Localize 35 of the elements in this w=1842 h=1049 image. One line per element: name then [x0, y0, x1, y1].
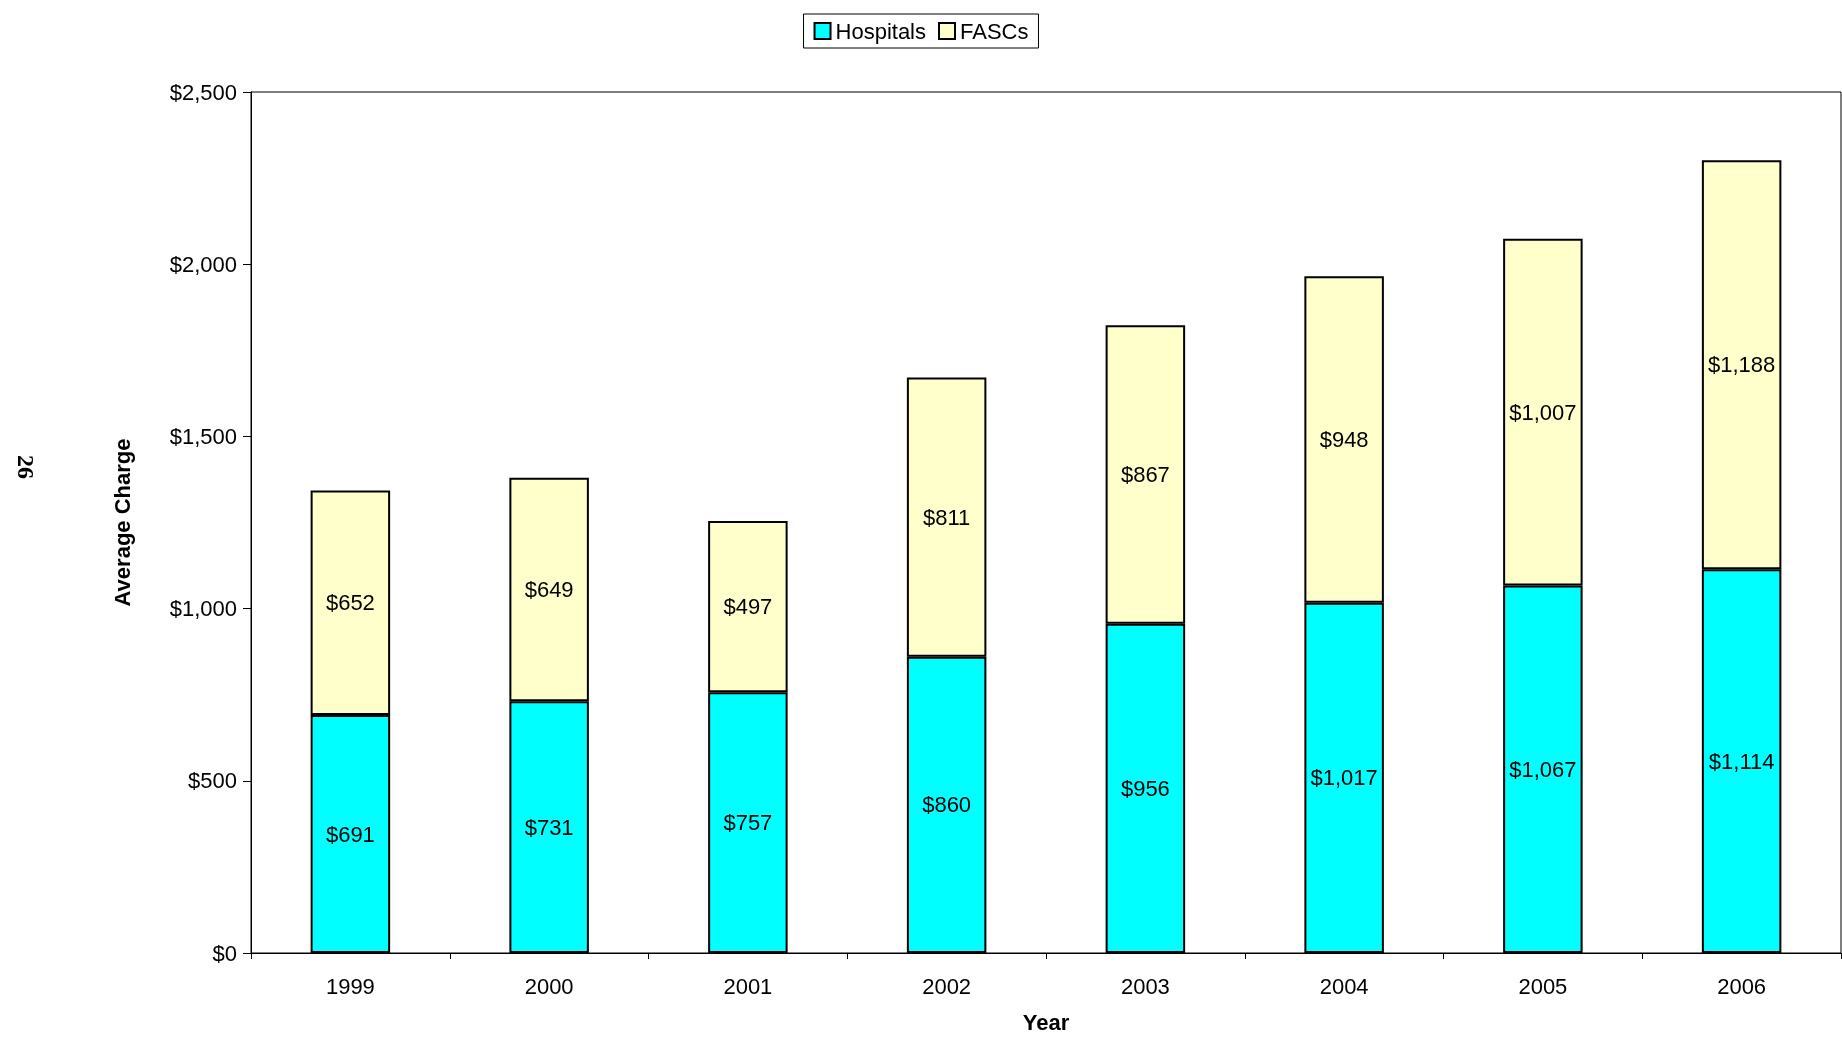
data-label: $652 — [325, 590, 375, 616]
data-label: $1,188 — [1707, 352, 1776, 378]
data-label: $649 — [524, 576, 574, 602]
x-tick-label: 2002 — [922, 973, 972, 999]
data-label: $497 — [723, 594, 773, 620]
data-label: $948 — [1319, 427, 1369, 452]
data-label: $1,067 — [1509, 756, 1577, 782]
data-label: $860 — [922, 792, 972, 818]
data-label: $1,017 — [1310, 765, 1378, 791]
y-tick-label: $2,500 — [169, 79, 237, 105]
x-axis-title: Year — [1022, 1009, 1070, 1035]
legend-label: Hospitals — [835, 18, 927, 44]
y-axis-title: Average Charge — [109, 438, 135, 607]
x-tick-label: 2005 — [1518, 973, 1568, 999]
data-label: $757 — [723, 810, 773, 836]
data-label: $691 — [325, 821, 375, 847]
x-tick-label: 2004 — [1319, 973, 1369, 999]
y-tick-label: $1,000 — [169, 596, 237, 622]
x-tick-label: 2000 — [524, 973, 574, 999]
data-label: $811 — [922, 504, 971, 530]
data-label: $867 — [1120, 461, 1170, 487]
y-tick-label: $0 — [212, 940, 237, 966]
y-tick-label: $1,500 — [169, 423, 237, 449]
legend-label: FASCs — [960, 18, 1029, 44]
data-label: $1,114 — [1708, 748, 1775, 774]
x-tick-label: 1999 — [325, 973, 375, 999]
x-tick-label: 2006 — [1717, 973, 1767, 999]
data-label: $731 — [524, 814, 574, 840]
text: 26 — [13, 455, 39, 479]
x-tick-label: 2001 — [723, 973, 773, 999]
y-tick-label: $500 — [188, 768, 237, 794]
x-tick-label: 2003 — [1120, 973, 1170, 999]
y-tick-label: $2,000 — [169, 251, 237, 277]
data-label: $956 — [1120, 775, 1170, 801]
data-label: $1,007 — [1509, 399, 1577, 425]
